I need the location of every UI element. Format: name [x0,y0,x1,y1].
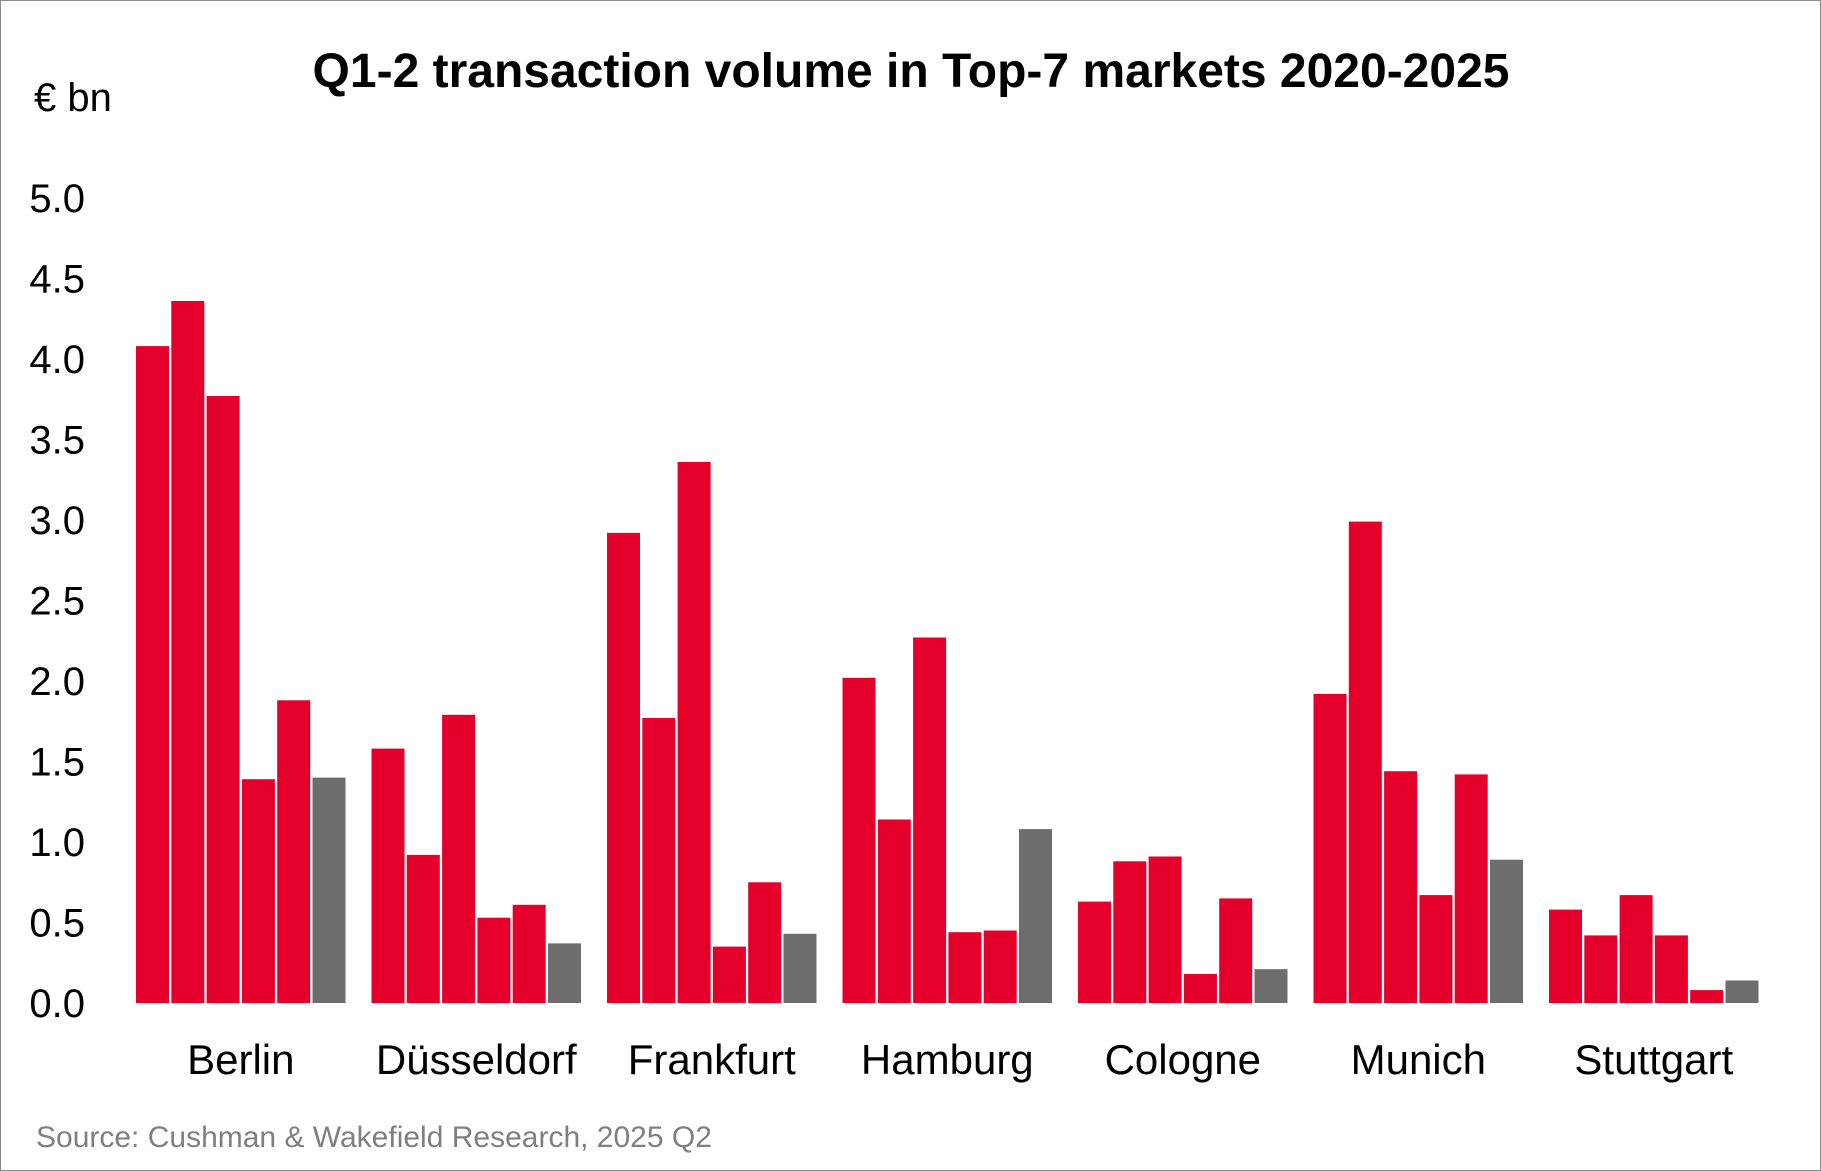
bar-hamburg-2020 [842,677,876,1003]
bar-cologne-2025 [1254,969,1288,1003]
bar-hamburg-2025 [1019,829,1052,1003]
bar-d-sseldorf-2025 [548,943,581,1003]
bar-frankfurt-2023 [712,946,746,1003]
bar-berlin-2021 [171,301,205,1003]
bar-frankfurt-2021 [642,718,676,1003]
bar-frankfurt-2022 [677,462,711,1003]
source-note: Source: Cushman & Wakefield Research, 20… [36,1121,712,1154]
bars-group [136,301,1759,1004]
x-category-label: Stuttgart [1574,1036,1733,1083]
bar-cologne-2021 [1113,861,1147,1003]
bar-hamburg-2021 [877,819,911,1003]
bar-munich-2020 [1313,693,1347,1003]
bar-hamburg-2022 [913,637,947,1003]
y-tick-label: 2.5 [29,580,85,624]
y-tick-label: 2.0 [29,660,85,704]
y-tick-label: 5.0 [29,177,85,221]
bar-frankfurt-2020 [607,532,640,1003]
bar-stuttgart-2021 [1584,935,1618,1003]
bar-stuttgart-2023 [1654,935,1688,1003]
y-tick-label: 4.5 [29,258,85,302]
bar-cologne-2023 [1183,974,1217,1003]
bar-munich-2023 [1419,895,1453,1003]
x-category-label: Frankfurt [628,1036,796,1083]
bar-berlin-2025 [312,777,346,1003]
bar-d-sseldorf-2022 [442,714,476,1003]
y-axis-ticks: 0.0 0.5 1.0 1.5 2.0 2.5 3.0 3.5 4.0 4.5 5.0 [29,177,85,1026]
bar-frankfurt-2025 [783,933,817,1003]
y-tick-label: 3.5 [29,419,85,463]
bar-berlin-2020 [136,346,169,1004]
bar-d-sseldorf-2024 [512,904,546,1003]
bar-frankfurt-2024 [748,882,782,1004]
x-category-label: Cologne [1105,1036,1261,1083]
bar-hamburg-2024 [983,930,1017,1003]
bar-munich-2021 [1348,521,1382,1003]
bar-stuttgart-2022 [1619,895,1653,1003]
y-tick-label: 3.0 [29,499,85,543]
bar-berlin-2024 [277,700,311,1003]
bar-cologne-2020 [1078,901,1111,1003]
x-axis-labels: Berlin Düsseldorf Frankfurt Hamburg Cologne M… [187,1036,1733,1083]
bar-berlin-2022 [206,396,240,1003]
x-category-label: Düsseldorf [376,1036,577,1083]
y-tick-label: 1.5 [29,741,85,785]
y-tick-label: 4.0 [29,338,85,382]
bar-cologne-2024 [1219,898,1253,1004]
bar-stuttgart-2025 [1725,980,1759,1003]
bar-berlin-2023 [241,779,275,1003]
bar-munich-2022 [1384,771,1418,1003]
bar-munich-2025 [1490,859,1523,1003]
y-tick-label: 0.0 [29,982,85,1026]
y-tick-label: 0.5 [29,902,85,946]
x-category-label: Berlin [187,1036,294,1083]
y-axis-unit-label: € bn [34,76,112,120]
bar-munich-2024 [1454,774,1488,1003]
chart-title: Q1-2 transaction volume in Top-7 markets… [313,45,1510,98]
bar-d-sseldorf-2020 [371,748,405,1003]
x-category-label: Hamburg [861,1036,1034,1083]
bar-d-sseldorf-2023 [477,917,511,1003]
bar-stuttgart-2024 [1690,990,1724,1003]
bar-cologne-2022 [1148,856,1182,1003]
bar-hamburg-2023 [948,932,982,1003]
y-tick-label: 1.0 [29,821,85,865]
bar-stuttgart-2020 [1549,909,1582,1003]
bar-d-sseldorf-2021 [406,854,440,1003]
x-category-label: Munich [1351,1036,1486,1083]
